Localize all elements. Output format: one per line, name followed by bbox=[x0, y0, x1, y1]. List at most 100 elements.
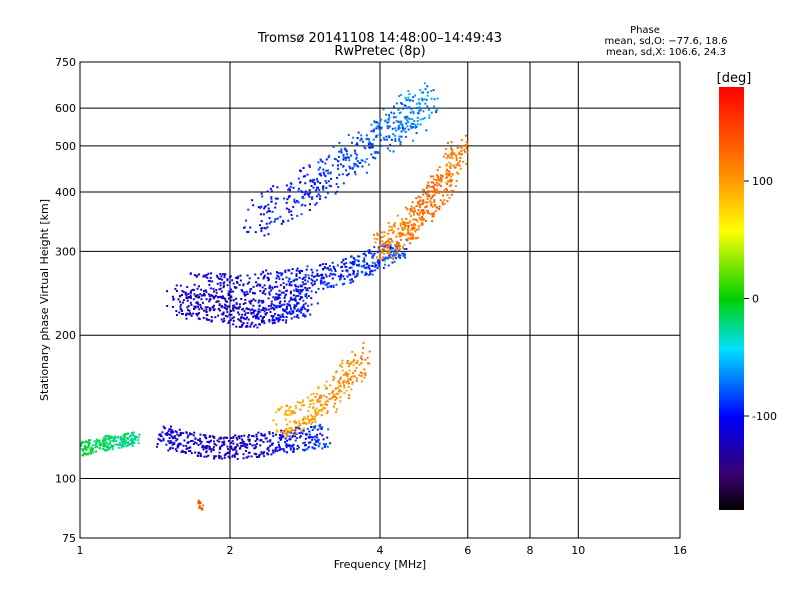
echo-point bbox=[275, 277, 278, 280]
echo-point bbox=[378, 248, 381, 251]
echo-point bbox=[171, 295, 174, 298]
echo-point bbox=[285, 289, 288, 292]
echo-point bbox=[418, 216, 421, 219]
echo-point bbox=[399, 140, 402, 143]
echo-point bbox=[417, 228, 420, 231]
echo-point bbox=[296, 267, 299, 270]
echo-point bbox=[302, 448, 305, 451]
echo-point bbox=[382, 108, 385, 111]
echo-point bbox=[392, 231, 395, 234]
echo-point bbox=[340, 266, 343, 269]
echo-point bbox=[156, 442, 159, 445]
echo-point bbox=[371, 270, 374, 273]
echo-point bbox=[282, 219, 285, 222]
echo-point bbox=[393, 260, 396, 263]
echo-point bbox=[432, 89, 435, 92]
echo-point bbox=[298, 310, 301, 313]
echo-point bbox=[266, 211, 269, 214]
echo-point bbox=[230, 288, 233, 291]
echo-point bbox=[429, 200, 432, 203]
echo-point bbox=[387, 221, 390, 224]
echo-point bbox=[84, 444, 87, 447]
echo-point bbox=[336, 190, 339, 193]
echo-point bbox=[212, 446, 215, 449]
echo-point bbox=[255, 453, 258, 456]
echo-point bbox=[208, 307, 211, 310]
echo-point bbox=[250, 299, 253, 302]
echo-point bbox=[242, 457, 245, 460]
echo-point bbox=[221, 278, 224, 281]
echo-point bbox=[260, 432, 263, 435]
echo-point bbox=[192, 434, 195, 437]
echo-point bbox=[445, 176, 448, 179]
chart-title-line1: Tromsø 20141108 14:48:00–14:49:43 bbox=[257, 31, 502, 46]
echo-point bbox=[247, 308, 250, 311]
echo-point bbox=[339, 378, 342, 381]
echo-point bbox=[187, 450, 190, 453]
echo-point bbox=[219, 437, 222, 440]
echo-point bbox=[374, 269, 377, 272]
echo-point bbox=[100, 442, 103, 445]
echo-point bbox=[362, 265, 365, 268]
echo-point bbox=[322, 282, 325, 285]
echo-point bbox=[308, 164, 311, 167]
echo-point bbox=[228, 313, 231, 316]
echo-point bbox=[268, 431, 271, 434]
echo-point bbox=[266, 447, 269, 450]
echo-point bbox=[193, 283, 196, 286]
echo-point bbox=[388, 135, 391, 138]
echo-point bbox=[196, 314, 199, 317]
echo-point bbox=[317, 444, 320, 447]
echo-point bbox=[210, 315, 213, 318]
echo-point bbox=[449, 166, 452, 169]
echo-point bbox=[105, 441, 108, 444]
echo-point bbox=[232, 309, 235, 312]
echo-point bbox=[222, 297, 225, 300]
echo-point bbox=[460, 138, 463, 141]
echo-point bbox=[245, 307, 248, 310]
echo-point bbox=[352, 360, 355, 363]
echo-point bbox=[291, 298, 294, 301]
echo-point bbox=[293, 433, 296, 436]
echo-point bbox=[79, 444, 82, 447]
echo-point bbox=[239, 279, 242, 282]
echo-point bbox=[337, 390, 340, 393]
echo-point bbox=[300, 306, 303, 309]
echo-point bbox=[237, 311, 240, 314]
echo-point bbox=[252, 435, 255, 438]
echo-point bbox=[175, 431, 178, 434]
echo-point bbox=[362, 341, 365, 344]
echo-point bbox=[395, 235, 398, 238]
echo-point bbox=[325, 275, 328, 278]
echo-point bbox=[230, 295, 233, 298]
echo-point bbox=[258, 323, 261, 326]
echo-point bbox=[199, 306, 202, 309]
echo-point bbox=[293, 419, 296, 422]
echo-point bbox=[291, 217, 294, 220]
echo-point bbox=[123, 435, 126, 438]
echo-point bbox=[243, 313, 246, 316]
echo-point bbox=[386, 147, 389, 150]
echo-point bbox=[205, 310, 208, 313]
echo-point bbox=[252, 325, 255, 328]
echo-point bbox=[328, 285, 331, 288]
echo-point bbox=[392, 150, 395, 153]
echo-point bbox=[326, 436, 329, 439]
echo-point bbox=[257, 308, 260, 311]
echo-point bbox=[363, 368, 366, 371]
echo-point bbox=[293, 435, 296, 438]
echo-point bbox=[345, 371, 348, 374]
echo-point bbox=[401, 246, 404, 249]
echo-point bbox=[159, 433, 162, 436]
echo-point bbox=[237, 318, 240, 321]
echo-point bbox=[286, 434, 289, 437]
echo-point bbox=[400, 130, 403, 133]
echo-point bbox=[219, 447, 222, 450]
echo-point bbox=[343, 386, 346, 389]
echo-point bbox=[387, 249, 390, 252]
echo-point bbox=[219, 273, 222, 276]
echo-point bbox=[355, 379, 358, 382]
echo-point bbox=[421, 221, 424, 224]
echo-point bbox=[218, 309, 221, 312]
echo-point bbox=[304, 314, 307, 317]
